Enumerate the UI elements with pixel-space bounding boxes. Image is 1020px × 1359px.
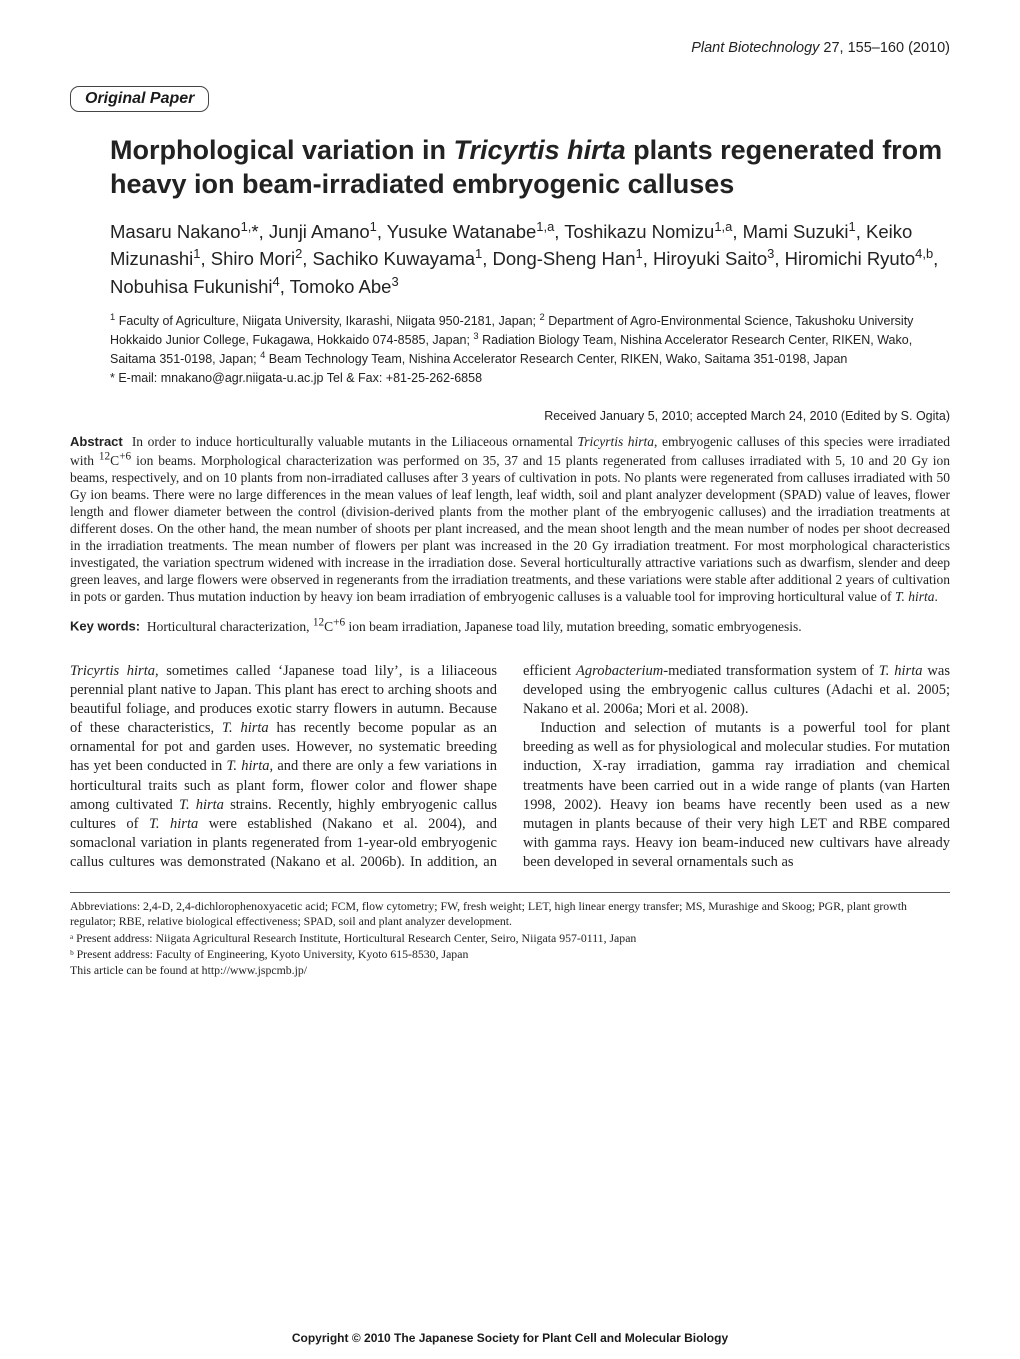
footnote-abbr: Abbreviations: 2,4-D, 2,4-dichlorophenox…: [70, 899, 950, 930]
title-species: Tricyrtis hirta: [454, 135, 626, 165]
footnote-b: ᵇ Present address: Faculty of Engineerin…: [70, 947, 950, 962]
body-para-2: Induction and selection of mutants is a …: [523, 719, 950, 872]
received-line: Received January 5, 2010; accepted March…: [70, 409, 950, 423]
body-columns: Tricyrtis hirta, sometimes called ‘Japan…: [70, 662, 950, 872]
footnote-rule: [70, 892, 950, 893]
affiliations: 1 Faculty of Agriculture, Niigata Univer…: [70, 311, 950, 368]
abstract-label: Abstract: [70, 434, 123, 449]
journal-vol: 27, 155–160 (2010): [819, 40, 950, 56]
keywords: Key words: Horticultural characterizatio…: [70, 615, 950, 635]
footnotes: Abbreviations: 2,4-D, 2,4-dichlorophenox…: [70, 899, 950, 979]
footnote-url: This article can be found at http://www.…: [70, 963, 950, 978]
author-list: Masaru Nakano1,*, Junji Amano1, Yusuke W…: [70, 218, 950, 302]
journal-citation: Plant Biotechnology 27, 155–160 (2010): [70, 40, 950, 56]
section-badge: Original Paper: [70, 86, 209, 112]
keywords-label: Key words:: [70, 619, 140, 634]
journal-name: Plant Biotechnology: [691, 40, 819, 56]
copyright-footer: Copyright © 2010 The Japanese Society fo…: [0, 1331, 1020, 1345]
footnote-a: ᵃ Present address: Niigata Agricultural …: [70, 931, 950, 946]
abstract: Abstract In order to induce horticultura…: [70, 433, 950, 606]
title-pre: Morphological variation in: [110, 135, 454, 165]
abstract-text: In order to induce horticulturally valua…: [70, 434, 950, 605]
corresponding-author: * E-mail: mnakano@agr.niigata-u.ac.jp Te…: [70, 371, 950, 385]
article-title: Morphological variation in Tricyrtis hir…: [70, 134, 950, 202]
keywords-text: Horticultural characterization, 12C+6 io…: [147, 619, 802, 634]
